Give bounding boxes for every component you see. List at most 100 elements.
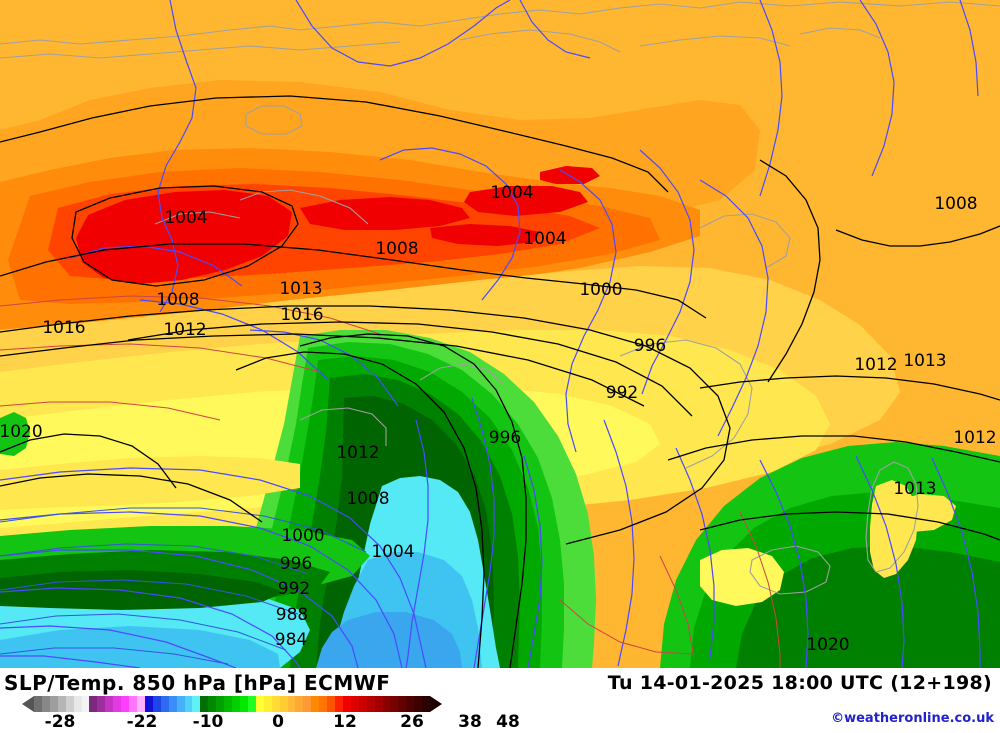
colorbar-swatch-35 xyxy=(311,696,320,712)
colorbar-swatch-38 xyxy=(335,696,343,712)
colorbar-swatch-33 xyxy=(295,696,304,712)
colorbar-tick-6: 38 xyxy=(458,712,482,732)
colorbar-swatch-16 xyxy=(160,696,169,712)
isobar-label-1004-8: 1004 xyxy=(490,183,533,203)
footer: SLP/Temp. 850 hPa [hPa] ECMWF Tu 14-01-2… xyxy=(0,668,1000,733)
colorbar-swatch-5 xyxy=(73,696,82,712)
colorbar-swatch-36 xyxy=(319,696,328,712)
field-blue-light xyxy=(316,612,462,668)
colorbar-swatch-46 xyxy=(398,696,407,712)
isobar-label-1000-16: 1000 xyxy=(281,526,324,546)
colorbar-swatch-19 xyxy=(184,696,193,712)
isobar-label-1000-10: 1000 xyxy=(579,280,622,300)
isobar-label-1004-17: 1004 xyxy=(371,542,414,562)
field-red-core-streak-3 xyxy=(430,224,540,246)
isobar-label-1008-15: 1008 xyxy=(346,489,389,509)
isobar-label-996-11: 996 xyxy=(634,336,666,356)
colorbar-swatch-0 xyxy=(34,696,42,712)
isobar-label-988-20: 988 xyxy=(276,605,308,625)
colorbar-swatch-4 xyxy=(65,696,74,712)
colorbar-swatch-41 xyxy=(358,696,367,712)
colorbar-swatch-7 xyxy=(89,696,98,712)
temperature-shading xyxy=(0,80,1000,668)
field-red-core-streak-2 xyxy=(464,186,588,216)
colorbar-swatch-3 xyxy=(57,696,66,712)
chart-title: SLP/Temp. 850 hPa [hPa] ECMWF xyxy=(4,671,391,695)
isobar-label-1013-24: 1013 xyxy=(903,351,946,371)
isobar-label-992-12: 992 xyxy=(606,383,638,403)
colorbar-swatch-10 xyxy=(113,696,122,712)
colorbar-swatch-14 xyxy=(144,696,153,712)
colorbar-swatch-39 xyxy=(342,696,351,712)
isobar-label-1016-2: 1016 xyxy=(42,318,85,338)
colorbar-swatch-21 xyxy=(200,696,209,712)
temperature-colorbar[interactable] xyxy=(22,696,442,712)
colorbar-swatch-20 xyxy=(192,696,201,712)
field-yellow-korea xyxy=(700,548,784,606)
colorbar-tick-1: -22 xyxy=(126,712,158,732)
isobar-label-1012-23: 1012 xyxy=(854,355,897,375)
colorbar-tick-4: 12 xyxy=(333,712,357,732)
isobar-label-1013-4: 1013 xyxy=(279,279,322,299)
colorbar-swatch-43 xyxy=(374,696,383,712)
isobar-label-984-21: 984 xyxy=(275,630,307,650)
field-green-blob-left xyxy=(0,412,30,456)
colorbar-swatch-45 xyxy=(390,696,399,712)
isobar-label-1008-1: 1008 xyxy=(156,290,199,310)
isobar-label-1016-5: 1016 xyxy=(280,305,323,325)
field-red-core-left xyxy=(76,190,292,284)
isobar-labels: 1004 1008 1016 1012 1013 1016 1008 1020 1004 1004… xyxy=(0,183,997,655)
colorbar-swatch-30 xyxy=(271,696,280,712)
colorbar-swatch-29 xyxy=(263,696,272,712)
colorbar-swatch-11 xyxy=(121,696,130,712)
colorbar-swatch-49 xyxy=(422,696,431,712)
colorbar-tick-5: 26 xyxy=(400,712,424,732)
colorbar-swatch-22 xyxy=(208,696,217,712)
colorbar-swatch-9 xyxy=(105,696,114,712)
colorbar-tick-3: 0 xyxy=(272,712,284,732)
colorbar-swatch-13 xyxy=(136,696,145,712)
copyright-notice: ©weatheronline.co.uk xyxy=(831,711,994,726)
colorbar-swatch-18 xyxy=(176,696,185,712)
colorbar-swatch-31 xyxy=(279,696,288,712)
colorbar-swatch-42 xyxy=(366,696,375,712)
colorbar-tick-2: -10 xyxy=(192,712,224,732)
forecast-datetime: Tu 14-01-2025 18:00 UTC (12+198) xyxy=(607,672,992,694)
isobar-label-1012-14: 1012 xyxy=(336,443,379,463)
colorbar-cap-left xyxy=(22,696,34,712)
isobar-label-1008-22: 1008 xyxy=(934,194,977,214)
field-yellow-farleft xyxy=(0,456,300,510)
colorbar-swatch-8 xyxy=(97,696,106,712)
isobar-label-996-18: 996 xyxy=(280,554,312,574)
colorbar-swatch-28 xyxy=(255,696,264,712)
colorbar-cap-right xyxy=(430,696,442,712)
field-green-deep-bottomleft xyxy=(0,570,284,610)
colorbar-swatch-1 xyxy=(41,696,50,712)
isotherm-lines xyxy=(0,295,781,668)
colorbar-swatch-15 xyxy=(152,696,161,712)
colorbar-swatch-17 xyxy=(168,696,177,712)
colorbar-swatches xyxy=(34,696,431,712)
colorbar-swatch-12 xyxy=(129,696,137,712)
isobar-label-1008-6: 1008 xyxy=(375,239,418,259)
colorbar-swatch-47 xyxy=(406,696,415,712)
isobar-label-1004-0: 1004 xyxy=(164,208,207,228)
isobar-lines xyxy=(0,95,1000,668)
colorbar-tick-labels: -28 -22 -10 0 12 26 38 48 xyxy=(0,712,520,733)
colorbar-swatch-37 xyxy=(327,696,336,712)
isobar-label-1012-3: 1012 xyxy=(163,320,206,340)
weather-map[interactable]: 1004 1008 1016 1012 1013 1016 1008 1020 1004 1004… xyxy=(0,0,1000,668)
colorbar-swatch-25 xyxy=(232,696,240,712)
colorbar-swatch-34 xyxy=(303,696,312,712)
colorbar-swatch-23 xyxy=(216,696,225,712)
isobar-label-1020-27: 1020 xyxy=(806,635,849,655)
colorbar-tick-7: 48 xyxy=(496,712,520,732)
isobar-label-1004-9: 1004 xyxy=(523,229,566,249)
colorbar-swatch-40 xyxy=(350,696,359,712)
isobar-label-1020-7: 1020 xyxy=(0,422,43,442)
colorbar-swatch-6 xyxy=(81,696,90,712)
colorbar-swatch-27 xyxy=(247,696,256,712)
colorbar-swatch-44 xyxy=(382,696,391,712)
isobar-label-996-13: 996 xyxy=(489,428,521,448)
